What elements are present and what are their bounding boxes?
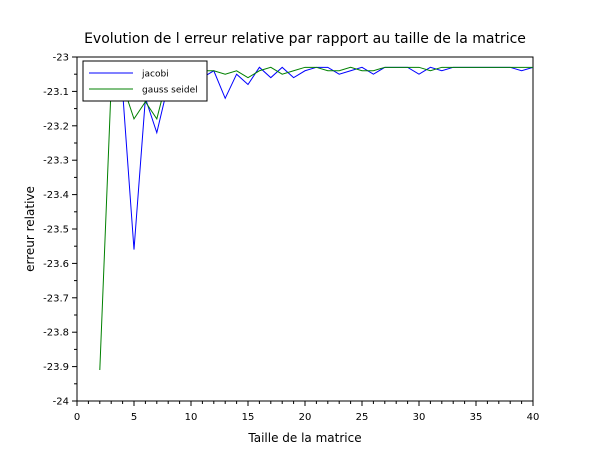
x-tick-label: 25 <box>356 412 369 423</box>
x-tick-label: 35 <box>470 412 483 423</box>
y-axis-label: erreur relative <box>23 186 37 272</box>
x-tick-label: 10 <box>185 412 198 423</box>
legend-box <box>82 60 208 102</box>
y-tick-label: -23 <box>53 53 69 64</box>
y-tick-label: -24 <box>53 397 69 408</box>
axis-ticks: 0 5 10 15 20 25 30 35 40 -24 -23.9 -23.8 -23.7 -23.6 -… <box>43 53 539 424</box>
y-tick-label: -23.8 <box>43 328 69 339</box>
legend: jacobi gauss seidel <box>82 60 208 102</box>
x-tick-label: 40 <box>527 412 540 423</box>
y-tick-label: -23.4 <box>43 190 69 201</box>
x-axis-label: Taille de la matrice <box>247 431 361 445</box>
y-tick-label: -23.6 <box>43 259 69 270</box>
y-tick-label: -23.9 <box>43 362 69 373</box>
x-tick-label: 30 <box>413 412 426 423</box>
x-tick-label: 15 <box>242 412 255 423</box>
x-tick-label: 5 <box>131 412 137 423</box>
x-tick-label: 0 <box>74 412 80 423</box>
y-tick-label: -23.2 <box>43 121 69 132</box>
x-tick-label: 20 <box>299 412 312 423</box>
chart-title: Evolution de l erreur relative par rappo… <box>84 31 526 47</box>
legend-label-gauss-seidel: gauss seidel <box>142 86 198 96</box>
y-tick-label: -23.1 <box>43 87 69 98</box>
y-tick-label: -23.3 <box>43 156 69 167</box>
legend-label-jacobi: jacobi <box>141 70 169 80</box>
y-tick-label: -23.5 <box>43 225 69 236</box>
y-tick-label: -23.7 <box>43 293 69 304</box>
